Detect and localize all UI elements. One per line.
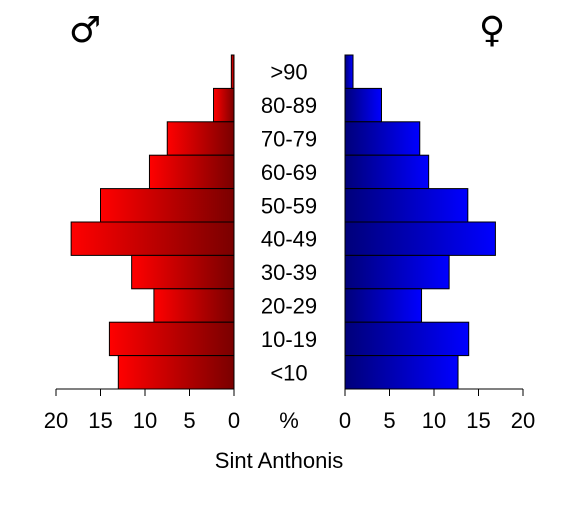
age-group-label: 40-49	[261, 227, 317, 252]
female-bar	[344, 221, 496, 256]
male-bar	[166, 121, 235, 156]
male-tick-label: 20	[44, 408, 68, 433]
female-bar	[344, 288, 423, 323]
age-group-label: 20-29	[261, 294, 317, 319]
age-group-label: 30-39	[261, 260, 317, 285]
male-tick-label: 0	[228, 408, 240, 433]
male-tick-label: 10	[133, 408, 157, 433]
age-group-label: 10-19	[261, 327, 317, 352]
female-symbol-icon: ♀	[479, 10, 505, 51]
female-bar	[344, 321, 470, 357]
male-bar	[131, 254, 235, 290]
male-bar	[148, 154, 235, 190]
female-tick-label: 5	[383, 408, 395, 433]
male-bar	[100, 188, 235, 223]
male-tick-label: 5	[183, 408, 195, 433]
female-bar	[344, 87, 382, 123]
age-group-label: >90	[270, 60, 307, 85]
male-bar	[108, 321, 235, 357]
female-bar	[344, 54, 354, 89]
chart-title: Sint Anthonis	[215, 448, 343, 473]
male-symbol-icon: ♂	[69, 10, 101, 51]
female-bar	[344, 121, 421, 156]
female-bars	[344, 54, 496, 390]
age-group-label: 80-89	[261, 93, 317, 118]
male-bar	[230, 54, 235, 89]
female-bar	[344, 188, 469, 223]
x-axes: 20 15 10 5 0 0 5 10 15 20	[44, 388, 535, 433]
female-tick-label: 0	[339, 408, 351, 433]
female-bar	[344, 355, 459, 390]
age-group-label: 50-59	[261, 193, 317, 218]
male-bars	[70, 54, 235, 390]
female-bar	[344, 254, 450, 290]
female-tick-label: 10	[422, 408, 446, 433]
male-bar	[70, 221, 235, 256]
age-group-labels: >90 80-89 70-79 60-69 50-59 40-49 30-39 20-29 10…	[261, 60, 317, 386]
age-group-label: <10	[270, 360, 307, 385]
age-group-label: 60-69	[261, 160, 317, 185]
female-tick-label: 15	[466, 408, 490, 433]
male-tick-label: 15	[88, 408, 112, 433]
female-bar	[344, 154, 430, 190]
male-bar	[213, 87, 235, 123]
male-bar	[117, 355, 235, 390]
unit-label: %	[279, 408, 299, 433]
female-tick-label: 20	[511, 408, 535, 433]
age-group-label: 70-79	[261, 127, 317, 152]
male-bar	[153, 288, 235, 323]
